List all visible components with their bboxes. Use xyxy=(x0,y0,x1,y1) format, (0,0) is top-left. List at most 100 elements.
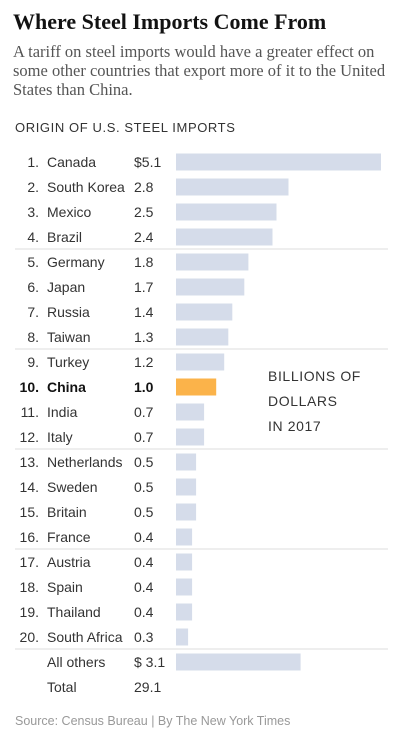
row-netherlands: 13. Netherlands 0.5 xyxy=(20,453,197,471)
rank-label: 8. xyxy=(27,329,39,345)
rank-label: 17. xyxy=(20,554,39,570)
row-brazil: 4. Brazil 2.4 xyxy=(27,228,273,246)
bar-italy xyxy=(176,428,205,446)
row-india: 11. India 0.7 xyxy=(21,403,205,421)
country-label: Spain xyxy=(47,579,83,595)
rank-label: 16. xyxy=(20,529,39,545)
value-label: 0.5 xyxy=(134,504,154,520)
country-label: South Korea xyxy=(47,179,125,195)
bar-turkey xyxy=(176,353,225,371)
row-south-korea: 2. South Korea 2.8 xyxy=(27,178,289,196)
row-canada: 1. Canada $5.1 xyxy=(27,153,381,171)
country-label: Sweden xyxy=(47,479,98,495)
rank-label: 19. xyxy=(20,604,39,620)
row-germany: 5. Germany 1.8 xyxy=(27,253,249,271)
row-total: Total 29.1 xyxy=(47,679,161,695)
value-label: 0.5 xyxy=(134,479,154,495)
unit-note-line-3: IN 2017 xyxy=(268,418,321,434)
bar-netherlands xyxy=(176,453,197,471)
bar-canada xyxy=(176,153,381,171)
rank-label: 5. xyxy=(27,254,39,270)
rank-label: 20. xyxy=(20,629,39,645)
country-label: Taiwan xyxy=(47,329,91,345)
country-label: Italy xyxy=(47,429,73,445)
row-sweden: 14. Sweden 0.5 xyxy=(20,478,197,496)
country-label: Japan xyxy=(47,279,85,295)
chart-subtitle: A tariff on steel imports would have a g… xyxy=(13,42,386,99)
rank-label: 3. xyxy=(27,204,39,220)
bar-china xyxy=(176,378,217,396)
bar-brazil xyxy=(176,228,273,246)
value-label: 0.4 xyxy=(134,554,154,570)
bar-russia xyxy=(176,303,233,321)
rank-label: 12. xyxy=(20,429,39,445)
country-label: China xyxy=(47,379,86,395)
country-label: France xyxy=(47,529,91,545)
row-russia: 7. Russia 1.4 xyxy=(27,303,233,321)
value-label: 0.4 xyxy=(134,579,154,595)
value-label: $5.1 xyxy=(134,154,161,170)
row-italy: 12. Italy 0.7 xyxy=(20,428,205,446)
country-label: Turkey xyxy=(47,354,89,370)
country-label: Austria xyxy=(47,554,91,570)
row-china: 10. China 1.0 xyxy=(20,378,217,396)
bar-thailand xyxy=(176,603,193,621)
row-austria: 17. Austria 0.4 xyxy=(20,553,193,571)
value-label: 1.3 xyxy=(134,329,154,345)
country-label: Germany xyxy=(47,254,105,270)
value-label: 29.1 xyxy=(134,679,161,695)
row-spain: 18. Spain 0.4 xyxy=(20,578,193,596)
bar-france xyxy=(176,528,193,546)
country-label: Brazil xyxy=(47,229,82,245)
row-britain: 15. Britain 0.5 xyxy=(20,503,197,521)
rank-label: 9. xyxy=(27,354,39,370)
unit-note-line-1: BILLIONS OF xyxy=(268,368,361,384)
row-taiwan: 8. Taiwan 1.3 xyxy=(27,328,229,346)
row-turkey: 9. Turkey 1.2 xyxy=(27,353,225,371)
bar-sweden xyxy=(176,478,197,496)
rank-label: 1. xyxy=(27,154,39,170)
bar-spain xyxy=(176,578,193,596)
value-label: 0.3 xyxy=(134,629,154,645)
value-label: 2.5 xyxy=(134,204,154,220)
country-label: Canada xyxy=(47,154,96,170)
bar-japan xyxy=(176,278,245,296)
value-label: 1.4 xyxy=(134,304,154,320)
bar-taiwan xyxy=(176,328,229,346)
country-label: Thailand xyxy=(47,604,101,620)
value-label: 1.8 xyxy=(134,254,154,270)
value-label: $ 3.1 xyxy=(134,654,165,670)
source-credit: Source: Census Bureau | By The New York … xyxy=(15,714,291,728)
row-all-others: All others $ 3.1 xyxy=(47,653,301,671)
value-label: 0.7 xyxy=(134,404,154,420)
bar-mexico xyxy=(176,203,277,221)
rank-label: 2. xyxy=(27,179,39,195)
rank-label: 4. xyxy=(27,229,39,245)
section-label: ORIGIN OF U.S. STEEL IMPORTS xyxy=(15,120,236,135)
rank-label: 18. xyxy=(20,579,39,595)
country-label: All others xyxy=(47,654,105,670)
country-label: Total xyxy=(47,679,77,695)
bar-germany xyxy=(176,253,249,271)
value-label: 0.5 xyxy=(134,454,154,470)
value-label: 0.4 xyxy=(134,529,154,545)
rank-label: 10. xyxy=(20,379,39,395)
bar-india xyxy=(176,403,205,421)
row-thailand: 19. Thailand 0.4 xyxy=(20,603,193,621)
value-label: 1.2 xyxy=(134,354,154,370)
row-france: 16. France 0.4 xyxy=(20,528,193,546)
value-label: 1.7 xyxy=(134,279,154,295)
rank-label: 11. xyxy=(21,404,39,420)
bar-all-others xyxy=(176,653,301,671)
row-south-africa: 20. South Africa 0.3 xyxy=(20,628,189,646)
country-label: Britain xyxy=(47,504,87,520)
value-label: 2.8 xyxy=(134,179,154,195)
rank-label: 7. xyxy=(27,304,39,320)
row-mexico: 3. Mexico 2.5 xyxy=(27,203,277,221)
unit-note-line-2: DOLLARS xyxy=(268,393,338,409)
value-label: 0.7 xyxy=(134,429,154,445)
group-dividers xyxy=(15,248,388,650)
rank-label: 14. xyxy=(20,479,39,495)
bar-south-africa xyxy=(176,628,189,646)
